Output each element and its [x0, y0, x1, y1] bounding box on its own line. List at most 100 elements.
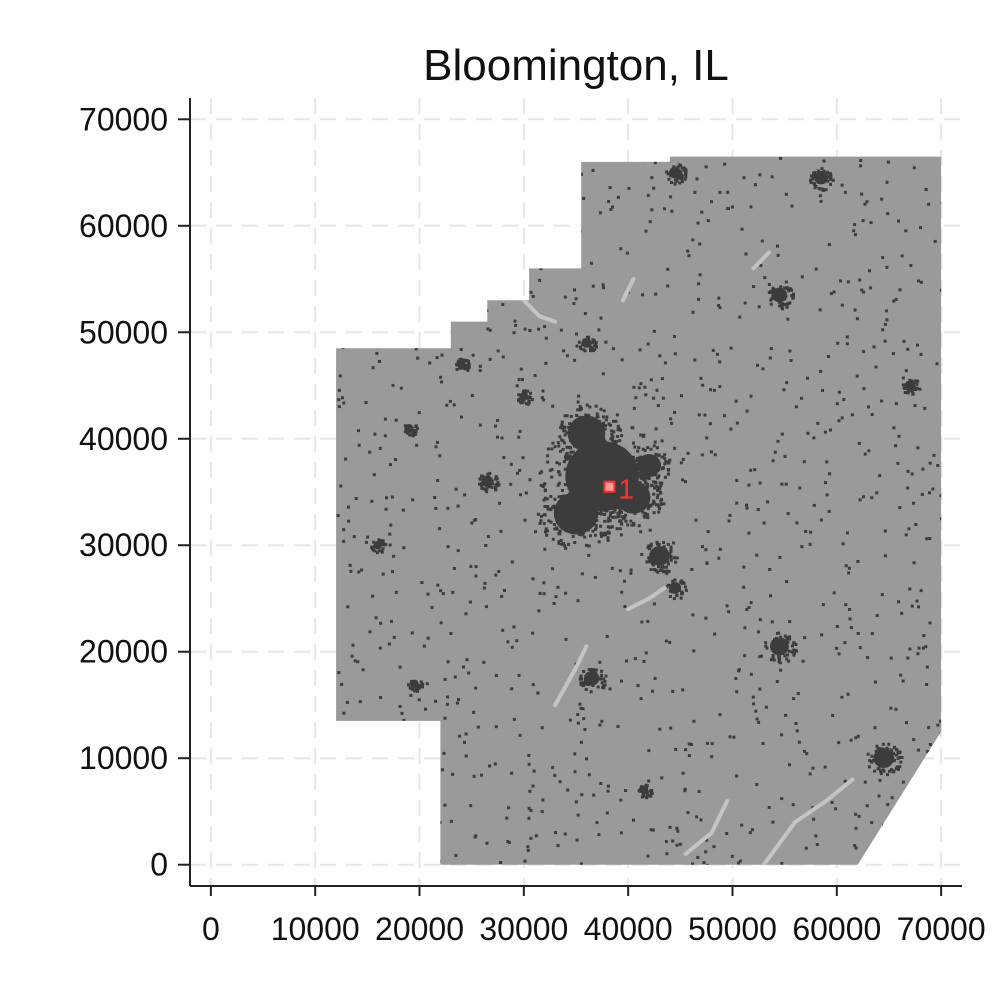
developed-pixel — [347, 833, 351, 837]
developed-pixel — [781, 291, 785, 295]
developed-pixel — [630, 465, 634, 469]
developed-pixel — [364, 221, 368, 224]
developed-pixel — [594, 668, 598, 672]
developed-pixel — [892, 834, 896, 838]
developed-pixel — [564, 591, 568, 595]
developed-pixel — [604, 453, 608, 457]
developed-pixel — [569, 414, 573, 418]
developed-pixel — [901, 780, 905, 784]
developed-pixel — [588, 345, 592, 349]
developed-pixel — [626, 523, 630, 527]
developed-pixel — [862, 387, 866, 391]
developed-pixel — [575, 462, 579, 466]
developed-pixel — [622, 447, 626, 451]
developed-pixel — [367, 311, 371, 315]
developed-pixel — [666, 562, 670, 566]
developed-pixel — [543, 496, 547, 500]
developed-pixel — [786, 302, 790, 306]
developed-pixel — [790, 294, 794, 298]
developed-pixel — [622, 515, 626, 519]
water-feature — [620, 277, 636, 303]
developed-pixel — [632, 406, 636, 410]
developed-pixel — [936, 723, 940, 727]
developed-pixel — [510, 165, 514, 169]
developed-pixel — [667, 583, 670, 587]
developed-pixel — [778, 641, 782, 645]
developed-pixel — [790, 204, 794, 208]
developed-pixel — [787, 659, 791, 663]
developed-pixel — [848, 617, 852, 621]
developed-pixel — [687, 742, 691, 746]
developed-pixel — [890, 796, 894, 800]
developed-pixel — [647, 544, 651, 548]
developed-pixel — [617, 486, 621, 490]
developed-pixel — [776, 439, 780, 443]
developed-pixel — [484, 482, 488, 486]
developed-pixel — [815, 843, 819, 846]
developed-pixel — [416, 685, 420, 689]
developed-pixel — [574, 800, 578, 804]
developed-pixel — [647, 749, 651, 753]
developed-pixel — [713, 453, 717, 457]
developed-pixel — [585, 417, 589, 420]
developed-pixel — [578, 446, 582, 450]
developed-pixel — [561, 231, 565, 235]
developed-pixel — [835, 625, 839, 628]
developed-pixel — [644, 486, 648, 490]
developed-pixel — [757, 630, 761, 634]
developed-pixel — [647, 556, 651, 560]
developed-pixel — [599, 490, 603, 494]
developed-pixel — [663, 207, 666, 211]
developed-pixel — [906, 387, 910, 391]
developed-pixel — [366, 316, 370, 320]
developed-pixel — [856, 734, 860, 738]
developed-pixel — [669, 545, 673, 549]
developed-pixel — [680, 176, 684, 180]
developed-pixel — [576, 408, 580, 412]
x-tick-label: 20000 — [375, 911, 464, 947]
developed-pixel — [701, 383, 705, 387]
developed-pixel — [616, 435, 620, 438]
developed-pixel — [613, 508, 617, 512]
developed-pixel — [881, 742, 885, 746]
developed-pixel — [500, 214, 504, 218]
developed-pixel — [812, 503, 816, 507]
developed-pixel — [410, 429, 414, 433]
developed-pixel — [592, 521, 596, 525]
developed-pixel — [607, 499, 611, 502]
developed-pixel — [778, 555, 782, 559]
developed-pixel — [379, 621, 383, 625]
developed-pixel — [481, 478, 485, 482]
developed-pixel — [434, 699, 438, 703]
developed-pixel — [735, 690, 739, 694]
developed-pixel — [416, 356, 420, 360]
developed-pixel — [488, 471, 492, 475]
developed-pixel — [483, 488, 487, 492]
developed-pixel — [779, 668, 783, 672]
developed-pixel — [606, 530, 610, 534]
developed-pixel — [679, 596, 683, 600]
developed-pixel — [462, 297, 465, 301]
developed-pixel — [827, 174, 831, 178]
developed-pixel — [585, 757, 588, 761]
developed-pixel — [829, 292, 833, 296]
developed-pixel — [469, 804, 473, 808]
developed-pixel — [414, 347, 418, 351]
developed-pixel — [651, 502, 655, 506]
developed-pixel — [893, 745, 896, 749]
developed-pixel — [617, 427, 621, 431]
developed-pixel — [585, 485, 589, 489]
developed-pixel — [462, 358, 465, 362]
developed-pixel — [652, 186, 656, 190]
developed-pixel — [656, 550, 660, 554]
developed-pixel — [389, 463, 392, 467]
developed-pixel — [892, 759, 896, 763]
developed-pixel — [844, 603, 848, 607]
developed-pixel — [357, 570, 361, 574]
developed-pixel — [483, 581, 487, 585]
developed-pixel — [518, 397, 522, 401]
developed-pixel — [914, 388, 918, 392]
developed-pixel — [599, 479, 603, 483]
developed-pixel — [542, 483, 546, 487]
developed-pixel — [656, 404, 660, 408]
